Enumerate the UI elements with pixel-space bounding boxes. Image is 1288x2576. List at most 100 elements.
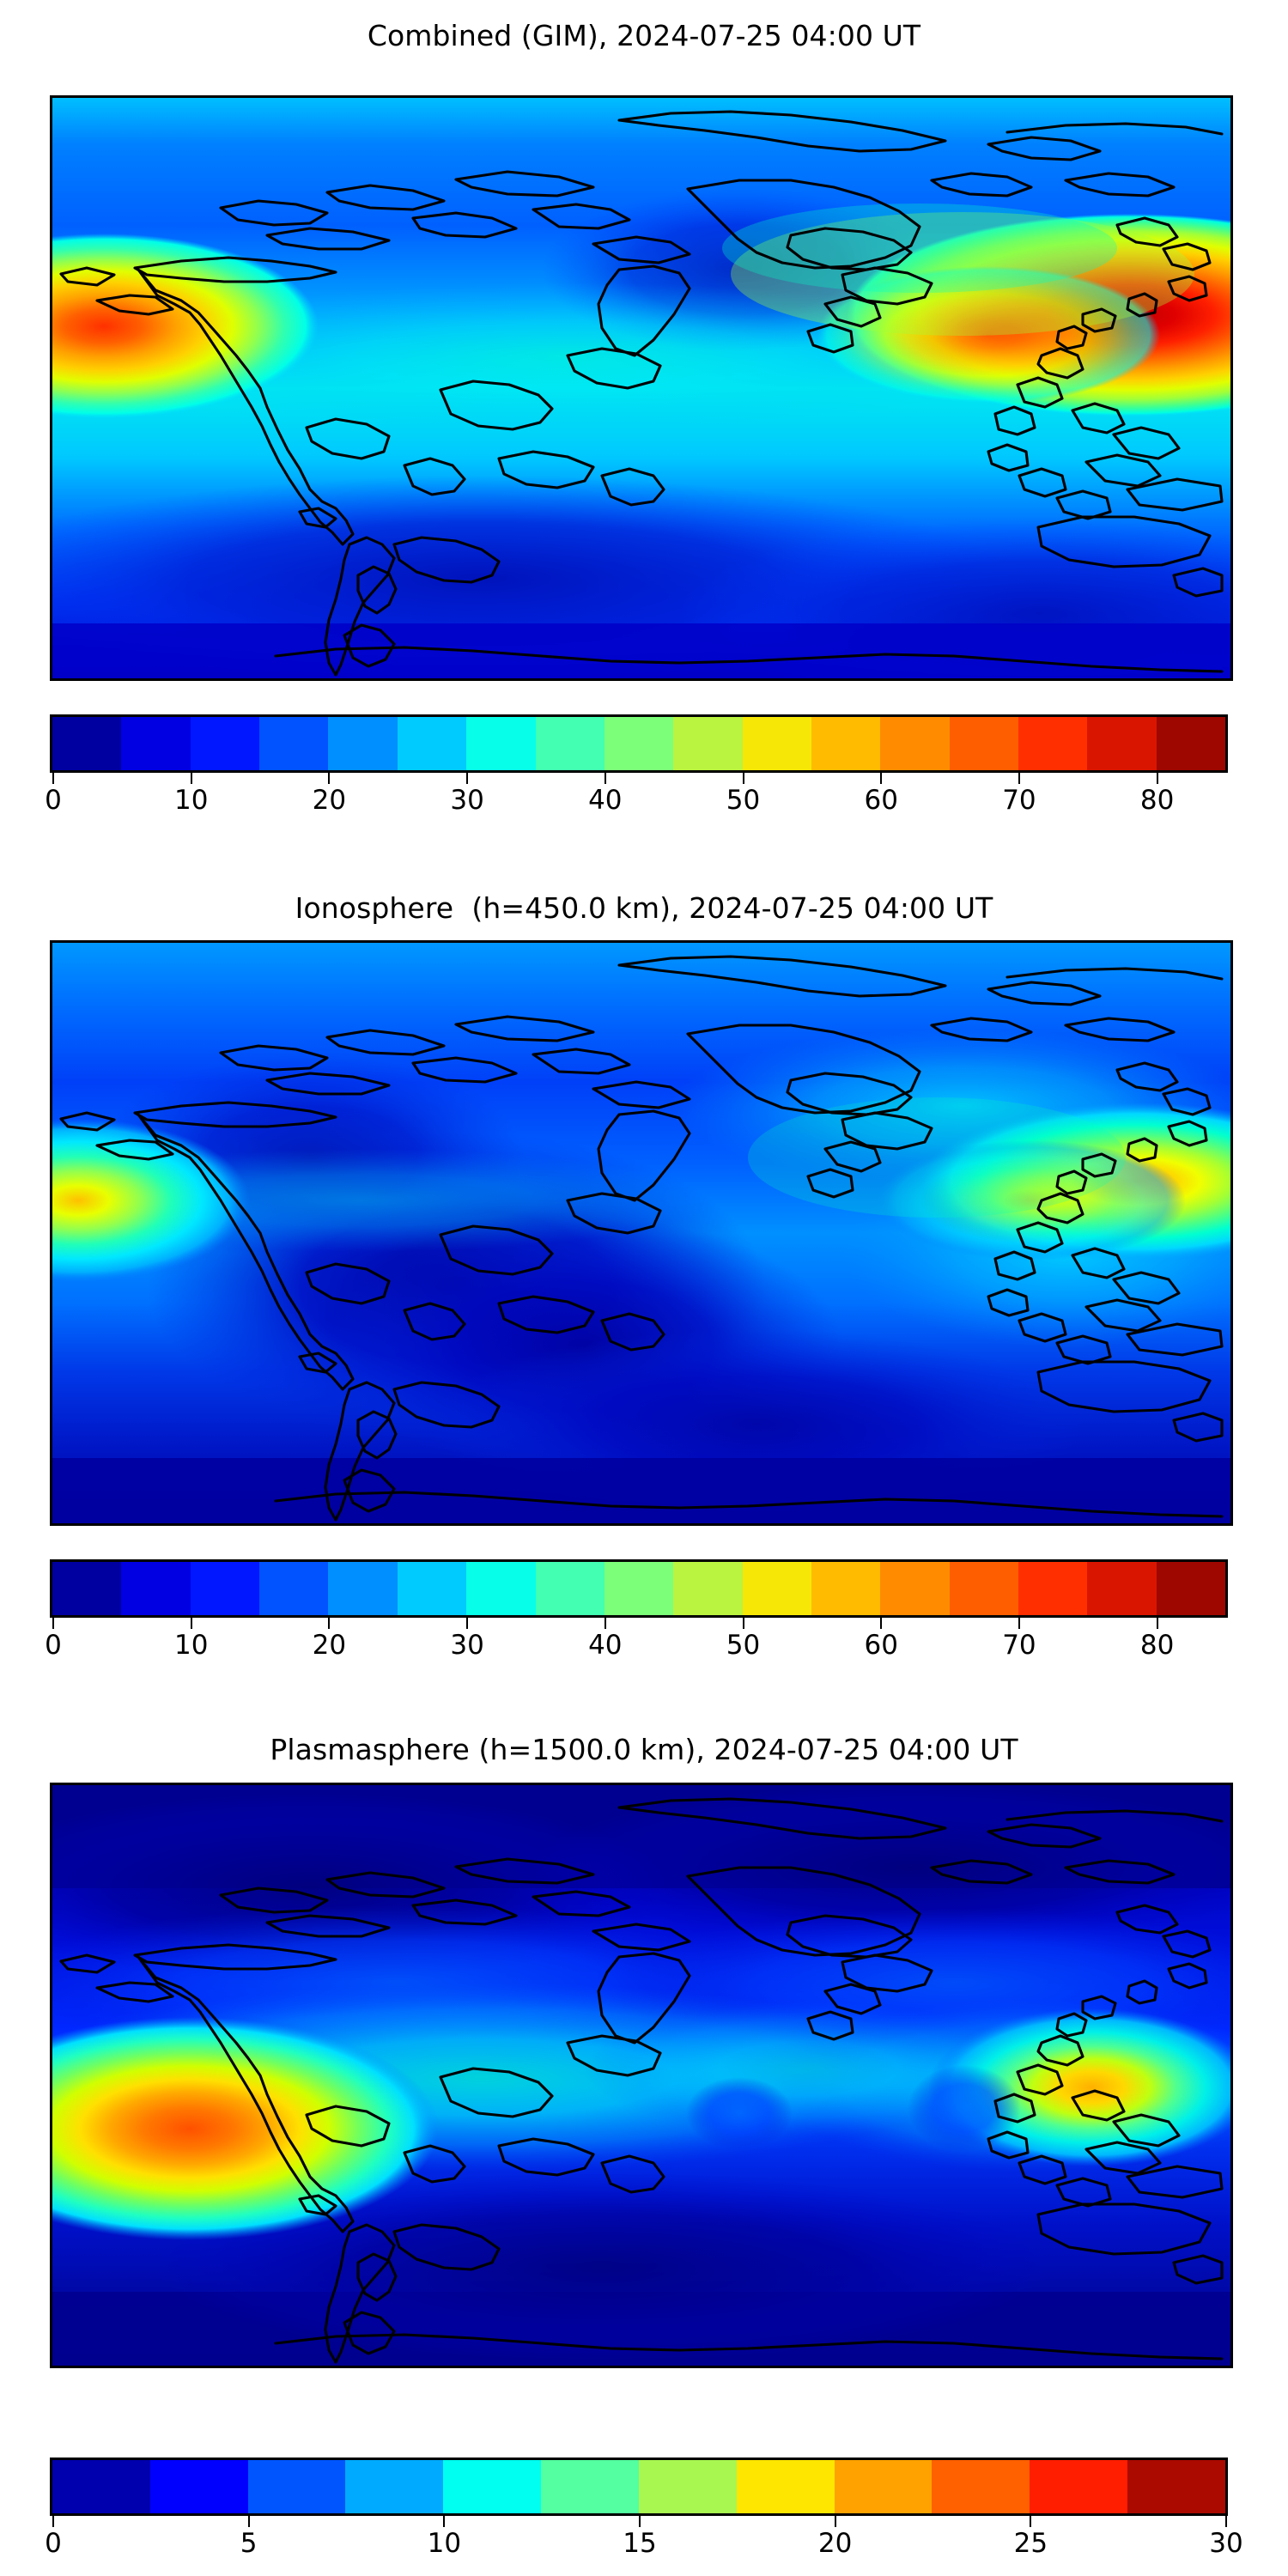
- colorbar-tick: [604, 1618, 606, 1629]
- colorbar-tick: [1156, 773, 1158, 784]
- field-combined: [52, 98, 1230, 678]
- colorbar-swatch: [1156, 717, 1225, 770]
- colorbar-tick-label: 0: [45, 1630, 62, 1661]
- colorbar-tick: [466, 773, 469, 784]
- colorbar-swatch: [1018, 1562, 1088, 1615]
- colorbar-tick-label: 25: [1013, 2528, 1048, 2559]
- colorbar-combined-axis: 0 10 20 30 40 50 60 70 80: [45, 773, 1230, 821]
- colorbar-swatch: [121, 1562, 191, 1615]
- colorbar-swatch: [397, 717, 467, 770]
- coastlines-ionosphere: [59, 955, 1224, 1522]
- colorbar-tick: [190, 773, 192, 784]
- colorbar-swatch: [259, 717, 329, 770]
- colorbar-swatch: [736, 2460, 835, 2513]
- colorbar-swatch: [1156, 1562, 1225, 1615]
- coastlines-combined: [59, 110, 1224, 677]
- colorbar-swatch: [673, 1562, 743, 1615]
- map-combined-gim: [50, 95, 1233, 681]
- colorbar-tick-label: 40: [588, 1630, 623, 1661]
- colorbar-swatch: [949, 1562, 1019, 1615]
- colorbar-swatch: [52, 1562, 122, 1615]
- colorbar-tick-label: 0: [45, 785, 62, 816]
- colorbar-swatch: [52, 2460, 150, 2513]
- colorbar-swatch: [190, 717, 260, 770]
- colorbar-swatch: [604, 1562, 674, 1615]
- colorbar-combined: 0 10 20 30 40 50 60 70 80: [45, 714, 1230, 821]
- colorbar-tick-label: 20: [312, 785, 347, 816]
- colorbar-tick: [1018, 773, 1020, 784]
- colorbar-swatch: [1018, 717, 1088, 770]
- colorbar-swatch: [1087, 1562, 1157, 1615]
- colorbar-swatch: [397, 1562, 467, 1615]
- colorbar-swatch: [932, 2460, 1030, 2513]
- colorbar-swatch: [121, 717, 191, 770]
- colorbar-swatch: [949, 717, 1019, 770]
- colorbar-swatch: [673, 717, 743, 770]
- colorbar-tick: [443, 2516, 446, 2527]
- map-canvas-combined: [52, 98, 1230, 678]
- colorbar-swatch: [52, 717, 122, 770]
- colorbar-plasmasphere: 0 5 10 15 20 25 30: [45, 2458, 1243, 2564]
- colorbar-swatch: [541, 2460, 639, 2513]
- colorbar-swatch: [834, 2460, 933, 2513]
- colorbar-swatch: [443, 2460, 542, 2513]
- colorbar-tick: [52, 1618, 54, 1629]
- colorbar-tick-label: 30: [450, 785, 484, 816]
- colorbar-swatch: [247, 2460, 346, 2513]
- colorbar-tick: [742, 773, 744, 784]
- colorbar-swatch: [604, 717, 674, 770]
- colorbar-tick-label: 10: [427, 2528, 462, 2559]
- colorbar-tick-label: 60: [864, 785, 898, 816]
- colorbar-plasmasphere-axis: 0 5 10 15 20 25 30: [45, 2516, 1243, 2564]
- field-plasmasphere: [52, 1785, 1230, 2366]
- panel-title-ionosphere: Ionosphere (h=450.0 km), 2024-07-25 04:0…: [295, 891, 993, 925]
- map-canvas-plasmasphere: [52, 1785, 1230, 2366]
- colorbar-swatch: [535, 1562, 605, 1615]
- colorbar-swatch: [1087, 717, 1157, 770]
- field-ionosphere: [52, 943, 1230, 1523]
- colorbar-tick: [1018, 1618, 1020, 1629]
- colorbar-tick: [742, 1618, 744, 1629]
- colorbar-swatch: [259, 1562, 329, 1615]
- colorbar-swatch: [190, 1562, 260, 1615]
- colorbar-tick-label: 50: [726, 785, 761, 816]
- colorbar-swatch: [466, 1562, 536, 1615]
- colorbar-swatch: [466, 717, 536, 770]
- colorbar-tick-label: 80: [1139, 785, 1175, 816]
- colorbar-swatch: [811, 1562, 881, 1615]
- panel-title-plasmasphere: Plasmasphere (h=1500.0 km), 2024-07-25 0…: [270, 1733, 1018, 1766]
- colorbar-tick-label: 60: [864, 1630, 898, 1661]
- colorbar-tick: [604, 773, 606, 784]
- coastlines-plasmasphere: [59, 1797, 1224, 2364]
- colorbar-swatch: [328, 717, 398, 770]
- colorbar-tick-label: 70: [1002, 785, 1036, 816]
- colorbar-tick-label: 15: [623, 2528, 657, 2559]
- colorbar-swatch: [742, 717, 811, 770]
- colorbar-ionosphere: 0 10 20 30 40 50 60 70 80: [45, 1559, 1230, 1666]
- colorbar-tick-label: 10: [173, 785, 209, 816]
- colorbar-tick-label: 5: [240, 2528, 258, 2559]
- colorbar-tick-label: 30: [1209, 2528, 1243, 2559]
- colorbar-swatch: [638, 2460, 737, 2513]
- colorbar-swatch: [811, 717, 881, 770]
- colorbar-tick: [639, 2516, 641, 2527]
- map-plasmasphere: [50, 1783, 1233, 2368]
- map-ionosphere: [50, 940, 1233, 1526]
- colorbar-tick-label: 10: [173, 1630, 209, 1661]
- colorbar-swatch: [535, 717, 605, 770]
- colorbar-tick: [52, 2516, 54, 2527]
- colorbar-tick-label: 70: [1002, 1630, 1036, 1661]
- colorbar-tick-label: 40: [588, 785, 623, 816]
- colorbar-plasmasphere-bands: [50, 2458, 1228, 2516]
- colorbar-tick-label: 0: [45, 2528, 62, 2559]
- colorbar-swatch: [880, 1562, 950, 1615]
- colorbar-swatch: [1030, 2460, 1128, 2513]
- colorbar-tick: [247, 2516, 250, 2527]
- colorbar-swatch: [742, 1562, 811, 1615]
- colorbar-ionosphere-axis: 0 10 20 30 40 50 60 70 80: [45, 1618, 1230, 1666]
- colorbar-tick: [880, 1618, 883, 1629]
- colorbar-tick: [1156, 1618, 1158, 1629]
- colorbar-tick: [1225, 2516, 1227, 2527]
- colorbar-tick-label: 30: [450, 1630, 484, 1661]
